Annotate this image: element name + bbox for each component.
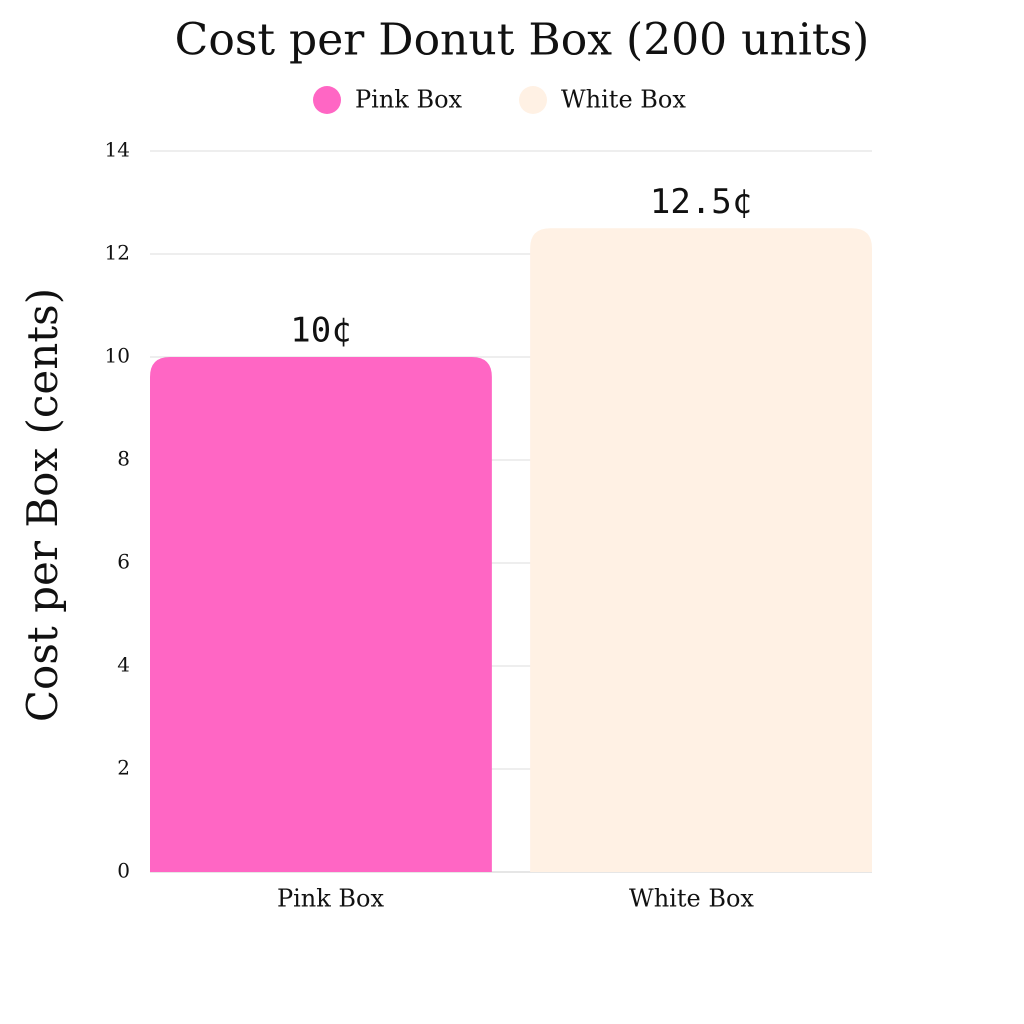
bar	[150, 357, 492, 872]
chart-title: Cost per Donut Box (200 units)	[175, 15, 870, 66]
y-axis-label: Cost per Box (cents)	[18, 288, 67, 722]
y-tick-label: 14	[105, 138, 130, 162]
x-tick-label: Pink Box	[277, 885, 385, 913]
x-tick-label: White Box	[629, 885, 754, 913]
y-tick-label: 6	[117, 550, 130, 574]
y-tick-label: 4	[117, 653, 130, 677]
y-tick-label: 12	[105, 241, 130, 265]
value-label: 10¢	[290, 311, 351, 351]
y-tick-label: 10	[105, 344, 130, 368]
legend-label: White Box	[561, 86, 686, 114]
legend-swatch	[313, 86, 341, 114]
value-label: 12.5¢	[650, 182, 752, 222]
y-tick-label: 2	[117, 756, 130, 780]
legend-label: Pink Box	[355, 86, 463, 114]
bar	[530, 228, 872, 872]
y-tick-label: 8	[117, 447, 130, 471]
legend-swatch	[519, 86, 547, 114]
y-tick-label: 0	[117, 859, 130, 883]
